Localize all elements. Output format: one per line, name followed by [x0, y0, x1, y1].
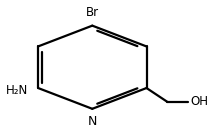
Text: OH: OH	[190, 95, 208, 108]
Text: H₂N: H₂N	[5, 84, 28, 97]
Text: N: N	[88, 115, 97, 128]
Text: Br: Br	[86, 6, 99, 19]
